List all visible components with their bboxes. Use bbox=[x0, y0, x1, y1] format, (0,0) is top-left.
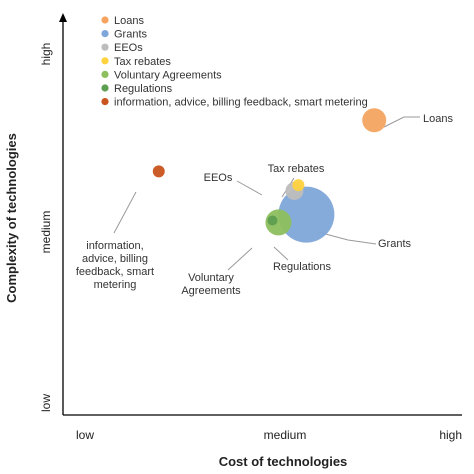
y-tick-label: high bbox=[39, 43, 53, 66]
legend-label: EEOs bbox=[114, 42, 143, 54]
legend-marker bbox=[101, 84, 109, 92]
bubble-information bbox=[152, 165, 165, 178]
y-axis-title: Complexity of technologies bbox=[4, 133, 19, 303]
legend-marker bbox=[101, 57, 109, 65]
annotation-label: Grants bbox=[378, 238, 412, 250]
annotation-label: Loans bbox=[423, 113, 453, 125]
annotation-label: Regulations bbox=[273, 261, 332, 273]
y-tick-label: low bbox=[39, 394, 53, 412]
bubbles bbox=[152, 108, 387, 243]
y-axis-arrow-icon bbox=[59, 13, 67, 22]
x-axis-title: Cost of technologies bbox=[219, 454, 348, 469]
x-tick-label: medium bbox=[264, 428, 307, 442]
legend-label: Tax rebates bbox=[114, 56, 171, 68]
bubble-grants bbox=[278, 186, 335, 243]
axes bbox=[59, 13, 462, 416]
bubble-loans bbox=[362, 108, 387, 133]
legend-marker bbox=[101, 29, 109, 38]
bubble-regulations bbox=[267, 215, 278, 226]
legend-label: Loans bbox=[114, 15, 144, 27]
annotation-leader-line bbox=[113, 191, 137, 234]
legend-marker bbox=[101, 43, 109, 51]
annotation-label: EEOs bbox=[204, 172, 233, 184]
legend-marker bbox=[101, 16, 109, 24]
legend-label: Voluntary Agreements bbox=[114, 69, 222, 81]
annotation-leader-line bbox=[317, 231, 377, 245]
tick-labels: low medium high low medium high bbox=[39, 43, 462, 442]
legend-label: information, advice, billing feedback, s… bbox=[114, 97, 368, 109]
legend-marker bbox=[101, 70, 109, 78]
legend-label: Regulations bbox=[114, 83, 173, 95]
annotations: Loans Grants EEOs Tax rebates Voluntary Agree… bbox=[76, 113, 454, 297]
x-tick-label: low bbox=[76, 428, 94, 442]
y-tick-label: medium bbox=[39, 211, 53, 254]
legend-marker bbox=[101, 98, 109, 106]
bubble-tax-rebates bbox=[292, 179, 305, 192]
annotation-leader-line bbox=[383, 116, 420, 128]
annotation-leader-line bbox=[236, 180, 263, 196]
annotation-label: Voluntary Agreements bbox=[181, 272, 241, 297]
annotation-leader-line bbox=[273, 246, 289, 261]
annotation-label: information, advice, billing feedback, sma… bbox=[76, 240, 154, 291]
annotation-leaders bbox=[113, 116, 420, 271]
annotation-label: Tax rebates bbox=[268, 163, 325, 175]
legend-label: Grants bbox=[114, 29, 148, 41]
annotation-leader-line bbox=[227, 247, 253, 271]
x-tick-label: high bbox=[439, 428, 462, 442]
